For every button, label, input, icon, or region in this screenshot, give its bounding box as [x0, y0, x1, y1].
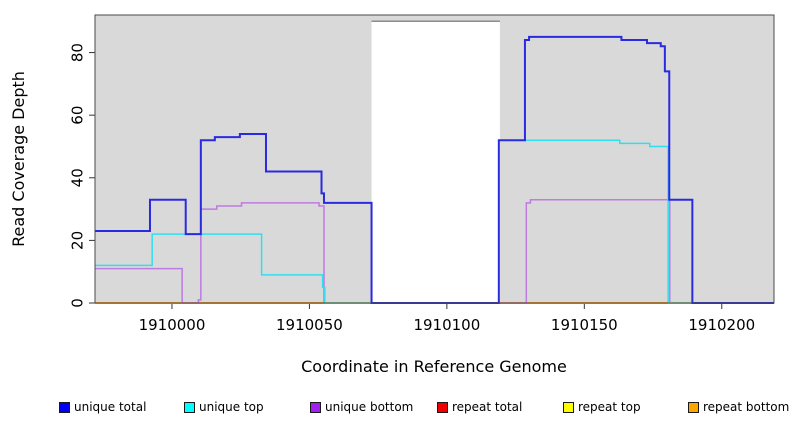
- legend-label: unique top: [199, 400, 264, 414]
- series-unique-bottom: [95, 198, 774, 304]
- x-tick-label: 1910100: [413, 316, 480, 334]
- legend-swatch-repeat-top: [563, 402, 574, 413]
- legend: unique total unique top unique bottom repea…: [0, 398, 792, 422]
- legend-label: repeat bottom: [703, 400, 790, 414]
- legend-label: repeat top: [578, 400, 641, 414]
- legend-swatch-repeat-total: [437, 402, 448, 413]
- legend-label: unique total: [74, 400, 147, 414]
- plot-layers: 1910000 1910050 1910100 1910150 1910200 0 20 40…: [69, 14, 775, 334]
- legend-label: repeat total: [452, 400, 523, 414]
- y-axis-title: Read Coverage Depth: [9, 71, 28, 247]
- x-axis-title: Coordinate in Reference Genome: [301, 357, 567, 376]
- plot-frame: [94, 14, 775, 304]
- legend-swatch-unique-total: [59, 402, 70, 413]
- legend-label: unique bottom: [325, 400, 414, 414]
- y-tick-label: 20: [69, 231, 87, 250]
- y-tick-label: 60: [69, 106, 87, 125]
- legend-swatch-unique-bottom: [310, 402, 321, 413]
- y-tick-label: 80: [69, 43, 87, 62]
- x-tick-label: 1910000: [139, 316, 206, 334]
- x-tick-label: 1910200: [688, 316, 755, 334]
- legend-swatch-repeat-bottom: [688, 402, 699, 413]
- y-tick-label: 40: [69, 168, 87, 187]
- x-tick-label: 1910050: [276, 316, 343, 334]
- legend-swatch-unique-top: [184, 402, 195, 413]
- y-tick-label: 0: [69, 298, 87, 308]
- x-tick-label: 1910150: [551, 316, 618, 334]
- uncovered-region: [371, 21, 500, 304]
